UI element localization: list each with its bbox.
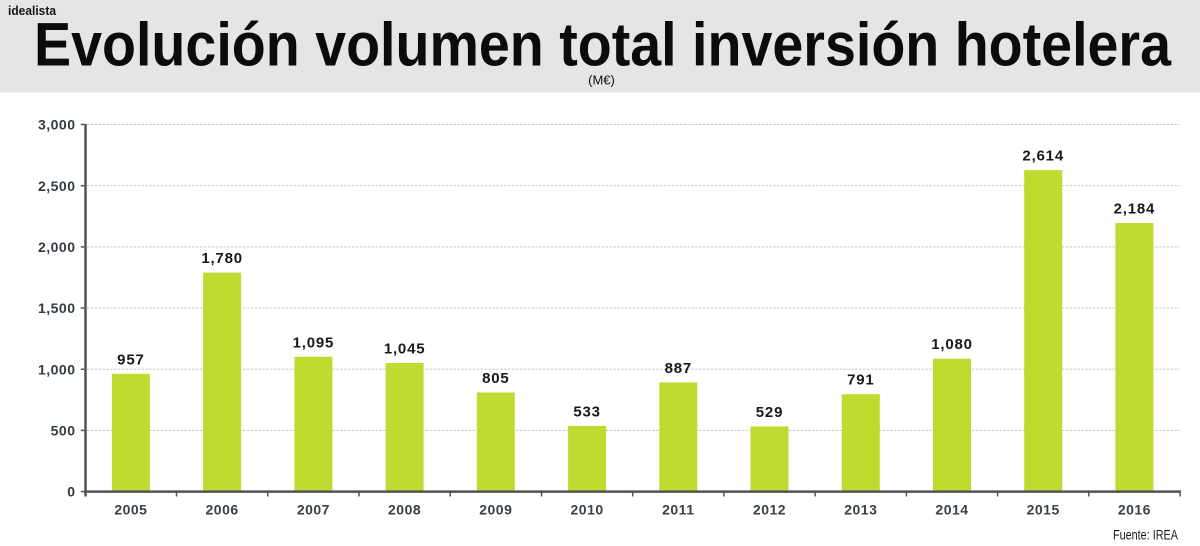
svg-text:0: 0 (67, 484, 75, 500)
svg-text:2,614: 2,614 (1022, 148, 1064, 165)
svg-text:3,000: 3,000 (38, 117, 76, 133)
svg-text:2015: 2015 (1027, 502, 1060, 518)
svg-text:2012: 2012 (753, 502, 786, 518)
svg-text:1,095: 1,095 (293, 334, 335, 351)
svg-text:805: 805 (482, 370, 509, 387)
svg-text:2010: 2010 (571, 502, 604, 518)
svg-text:2016: 2016 (1118, 502, 1151, 518)
svg-text:533: 533 (573, 403, 600, 420)
svg-text:887: 887 (665, 360, 692, 377)
svg-text:1,045: 1,045 (384, 341, 426, 358)
svg-text:500: 500 (51, 423, 76, 439)
svg-text:Fuente: IREA: Fuente: IREA (1113, 527, 1179, 543)
svg-text:2014: 2014 (935, 502, 968, 518)
svg-text:1,500: 1,500 (38, 300, 76, 316)
svg-text:791: 791 (847, 372, 874, 389)
svg-text:529: 529 (756, 404, 783, 421)
svg-text:1,780: 1,780 (201, 250, 243, 267)
svg-text:2008: 2008 (388, 502, 421, 518)
svg-text:2,500: 2,500 (38, 178, 76, 194)
svg-text:2013: 2013 (844, 502, 877, 518)
svg-text:2009: 2009 (479, 502, 512, 518)
svg-text:2,000: 2,000 (38, 239, 76, 255)
svg-text:957: 957 (117, 351, 144, 368)
svg-text:1,080: 1,080 (931, 336, 973, 353)
svg-text:2006: 2006 (206, 502, 239, 518)
svg-text:2,184: 2,184 (1114, 201, 1156, 218)
svg-text:2011: 2011 (662, 502, 694, 518)
svg-text:(M€): (M€) (588, 73, 615, 88)
svg-text:2007: 2007 (297, 502, 330, 518)
svg-text:Evolución volumen total invers: Evolución volumen total inversión hotele… (34, 11, 1172, 79)
svg-text:idealista: idealista (8, 4, 57, 18)
svg-text:2005: 2005 (114, 502, 147, 518)
svg-text:1,000: 1,000 (38, 361, 76, 377)
